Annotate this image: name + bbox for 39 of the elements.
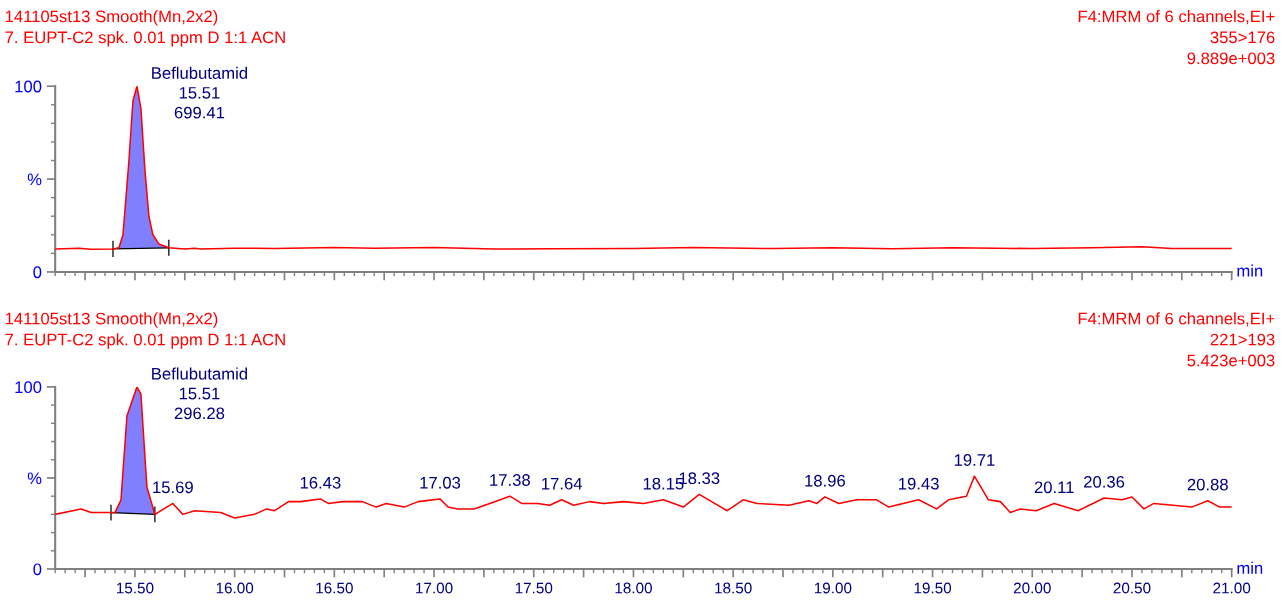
- x-tick-label: 18.00: [615, 582, 652, 594]
- x-tick-label: 19.00: [814, 582, 852, 594]
- annotation: 16.43: [300, 476, 341, 489]
- x-tick-label: 15.50: [116, 582, 154, 594]
- x-tick-label: 20.00: [1013, 582, 1051, 594]
- y-tick-label: 0: [33, 266, 42, 279]
- annotation: 15.69: [153, 481, 193, 494]
- line-series: [55, 86, 1232, 251]
- annotation: 17.38: [490, 474, 530, 486]
- chart-title: 141105st13 Smooth(Mn,2x2) 7. EUPT-C2 spk. 0.01 ppm D 1:1 ACN: [5, 312, 285, 349]
- annotation: Beflubutamid 15.51 699.41: [152, 66, 247, 119]
- annotation: 17.03: [420, 476, 461, 489]
- chart-subtitle: F4:MRM of 6 channels,EI+ 221>193 5.423e+003: [1078, 312, 1275, 367]
- x-axis-title: min: [1237, 264, 1263, 277]
- y-tick-label: 100: [15, 381, 42, 394]
- x-tick-label: 17.50: [515, 582, 553, 594]
- annotation: 20.36: [1084, 475, 1125, 488]
- annotation: 20.11: [1034, 481, 1074, 494]
- x-tick-label: 18.50: [715, 582, 752, 594]
- annotation: Beflubutamid 15.51 296.28: [152, 367, 247, 420]
- line-series: [55, 386, 1232, 519]
- x-tick-label: 21.00: [1213, 582, 1251, 594]
- annotation: 18.96: [805, 474, 846, 487]
- annotation: 19.43: [899, 477, 939, 490]
- y-tick-label: %: [27, 173, 42, 186]
- chart-title: 141105st13 Smooth(Mn,2x2) 7. EUPT-C2 spk. 0.01 ppm D 1:1 ACN: [5, 10, 285, 47]
- x-axis-title: min: [1237, 561, 1263, 574]
- annotation: 20.88: [1187, 478, 1228, 491]
- annotation: 17.64: [542, 477, 583, 490]
- x-tick-label: 20.50: [1113, 582, 1151, 594]
- x-tick-label: 16.50: [316, 582, 353, 594]
- annotation: 19.71: [954, 454, 995, 466]
- x-tick-label: 16.00: [216, 582, 254, 594]
- chart-subtitle: F4:MRM of 6 channels,EI+ 355>176 9.889e+003: [1078, 10, 1275, 65]
- y-tick-label: %: [27, 472, 42, 485]
- x-tick-label: 17.00: [416, 582, 453, 594]
- y-tick-label: 0: [33, 563, 42, 576]
- y-tick-label: 100: [15, 80, 42, 93]
- x-tick-label: 19.50: [914, 582, 952, 594]
